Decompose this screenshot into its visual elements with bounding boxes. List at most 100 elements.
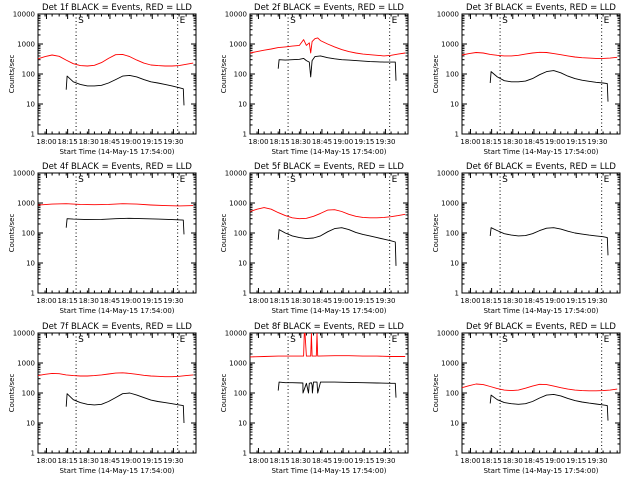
lld-rate-line xyxy=(37,203,194,207)
y-tick-label: 1 xyxy=(243,290,247,298)
x-tick-label: 18:45 xyxy=(312,297,332,305)
x-axis-label: Start Time (14-May-15 17:54:00) xyxy=(483,307,598,315)
lld-rate-line xyxy=(249,332,406,358)
y-tick-label: 100 xyxy=(446,390,459,398)
lld-rate-line xyxy=(37,53,194,67)
y-tick-label: 1 xyxy=(243,450,247,458)
y-tick-label: 1 xyxy=(455,450,459,458)
y-axis-label: Counts/sec xyxy=(8,214,16,253)
x-tick-label: 18:00 xyxy=(248,457,268,465)
x-tick-label: 19:00 xyxy=(121,138,141,146)
y-tick-label: 10000 xyxy=(13,11,35,19)
x-tick-label: 18:00 xyxy=(460,297,480,305)
x-axis-label: Start Time (14-May-15 17:54:00) xyxy=(271,307,386,315)
x-tick-label: 19:30 xyxy=(587,457,607,465)
x-axis-label: Start Time (14-May-15 17:54:00) xyxy=(483,148,598,156)
x-tick-label: 18:45 xyxy=(524,297,544,305)
y-tick-label: 10000 xyxy=(225,11,247,19)
y-tick-label: 10000 xyxy=(13,330,35,338)
x-tick-label: 19:30 xyxy=(587,297,607,305)
y-axis-label: Counts/sec xyxy=(432,214,440,253)
x-tick-label: 18:45 xyxy=(312,138,332,146)
x-tick-label: 18:45 xyxy=(524,457,544,465)
y-tick-label: 10 xyxy=(238,260,247,268)
time-marker-label: S xyxy=(78,175,84,185)
y-tick-label: 100 xyxy=(446,230,459,238)
x-tick-label: 18:30 xyxy=(291,297,311,305)
x-tick-label: 19:30 xyxy=(163,138,183,146)
detector-panel: Det 1f BLACK = Events, RED = LLD 1 10 100 10… xyxy=(8,3,197,156)
x-tick-label: 18:45 xyxy=(100,138,120,146)
y-tick-label: 1 xyxy=(31,450,35,458)
detector-panel: Det 5f BLACK = Events, RED = LLD 1 10 100 10… xyxy=(220,162,409,315)
lld-rate-line xyxy=(249,37,406,57)
panel-title: Det 5f BLACK = Events, RED = LLD xyxy=(254,162,404,172)
y-tick-label: 10 xyxy=(238,420,247,428)
time-marker-label: E xyxy=(180,335,186,345)
x-tick-label: 18:15 xyxy=(270,138,290,146)
y-tick-label: 10 xyxy=(450,260,459,268)
y-tick-label: 100 xyxy=(446,71,459,79)
y-tick-label: 1000 xyxy=(229,200,247,208)
y-axis-label: Counts/sec xyxy=(220,374,228,413)
plot-frame xyxy=(461,172,621,294)
x-tick-label: 18:30 xyxy=(291,138,311,146)
y-axis-label: Counts/sec xyxy=(8,55,16,94)
x-tick-label: 19:15 xyxy=(354,138,374,146)
lld-rate-line xyxy=(37,372,194,378)
detector-panel: Det 7f BLACK = Events, RED = LLD 1 10 100 10… xyxy=(8,322,197,475)
x-tick-label: 19:30 xyxy=(587,138,607,146)
x-tick-label: 19:00 xyxy=(333,457,353,465)
x-tick-label: 18:45 xyxy=(100,457,120,465)
x-tick-label: 18:00 xyxy=(460,457,480,465)
y-tick-label: 100 xyxy=(22,390,35,398)
x-tick-label: 18:15 xyxy=(58,297,78,305)
y-tick-label: 10000 xyxy=(437,11,459,19)
y-tick-label: 10 xyxy=(26,260,35,268)
time-marker-label: S xyxy=(290,16,296,26)
x-tick-label: 19:30 xyxy=(163,457,183,465)
plot-frame xyxy=(249,13,409,135)
x-tick-label: 19:30 xyxy=(163,297,183,305)
x-tick-label: 18:45 xyxy=(312,457,332,465)
detector-panel: Det 9f BLACK = Events, RED = LLD 1 10 100 10… xyxy=(432,322,621,475)
time-marker-label: E xyxy=(604,16,610,26)
x-tick-label: 19:30 xyxy=(375,297,395,305)
time-marker-label: E xyxy=(392,175,398,185)
events-rate-line xyxy=(489,70,609,102)
y-tick-label: 100 xyxy=(234,230,247,238)
panel-title: Det 9f BLACK = Events, RED = LLD xyxy=(466,322,616,332)
time-marker-label: S xyxy=(78,335,84,345)
events-rate-line xyxy=(489,227,609,256)
x-tick-label: 18:30 xyxy=(503,297,523,305)
x-tick-label: 18:30 xyxy=(503,457,523,465)
plot-frame xyxy=(37,13,197,135)
y-axis-label: Counts/sec xyxy=(432,55,440,94)
x-tick-label: 18:30 xyxy=(79,138,99,146)
x-axis-label: Start Time (14-May-15 17:54:00) xyxy=(59,467,174,475)
x-tick-label: 18:30 xyxy=(503,138,523,146)
y-tick-label: 1000 xyxy=(17,41,35,49)
time-marker-label: S xyxy=(502,16,508,26)
x-tick-label: 18:00 xyxy=(460,138,480,146)
panel-title: Det 7f BLACK = Events, RED = LLD xyxy=(42,322,192,332)
plot-frame xyxy=(461,332,621,454)
time-marker-label: E xyxy=(392,335,398,345)
events-rate-line xyxy=(65,217,185,235)
time-marker-label: S xyxy=(290,175,296,185)
x-tick-label: 18:15 xyxy=(482,138,502,146)
y-axis-label: Counts/sec xyxy=(220,214,228,253)
x-tick-label: 18:15 xyxy=(58,138,78,146)
y-tick-label: 1000 xyxy=(441,41,459,49)
x-tick-label: 19:00 xyxy=(121,457,141,465)
y-tick-label: 10 xyxy=(26,420,35,428)
y-tick-label: 1000 xyxy=(229,41,247,49)
x-tick-label: 19:30 xyxy=(375,138,395,146)
x-tick-label: 18:30 xyxy=(79,297,99,305)
y-tick-label: 10000 xyxy=(13,170,35,178)
x-tick-label: 19:15 xyxy=(566,297,586,305)
events-rate-line xyxy=(65,74,185,106)
y-axis-label: Counts/sec xyxy=(220,55,228,94)
time-marker-label: S xyxy=(78,16,84,26)
